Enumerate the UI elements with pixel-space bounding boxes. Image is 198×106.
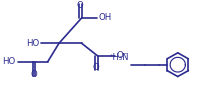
Text: O: O [93, 63, 100, 73]
Text: HO: HO [26, 39, 39, 48]
Text: HO: HO [2, 57, 16, 66]
Text: O: O [77, 1, 84, 10]
Text: O⁻: O⁻ [116, 51, 128, 60]
Text: O: O [31, 70, 37, 79]
Text: ⁺H₃N: ⁺H₃N [108, 53, 129, 62]
Text: OH: OH [99, 13, 112, 22]
